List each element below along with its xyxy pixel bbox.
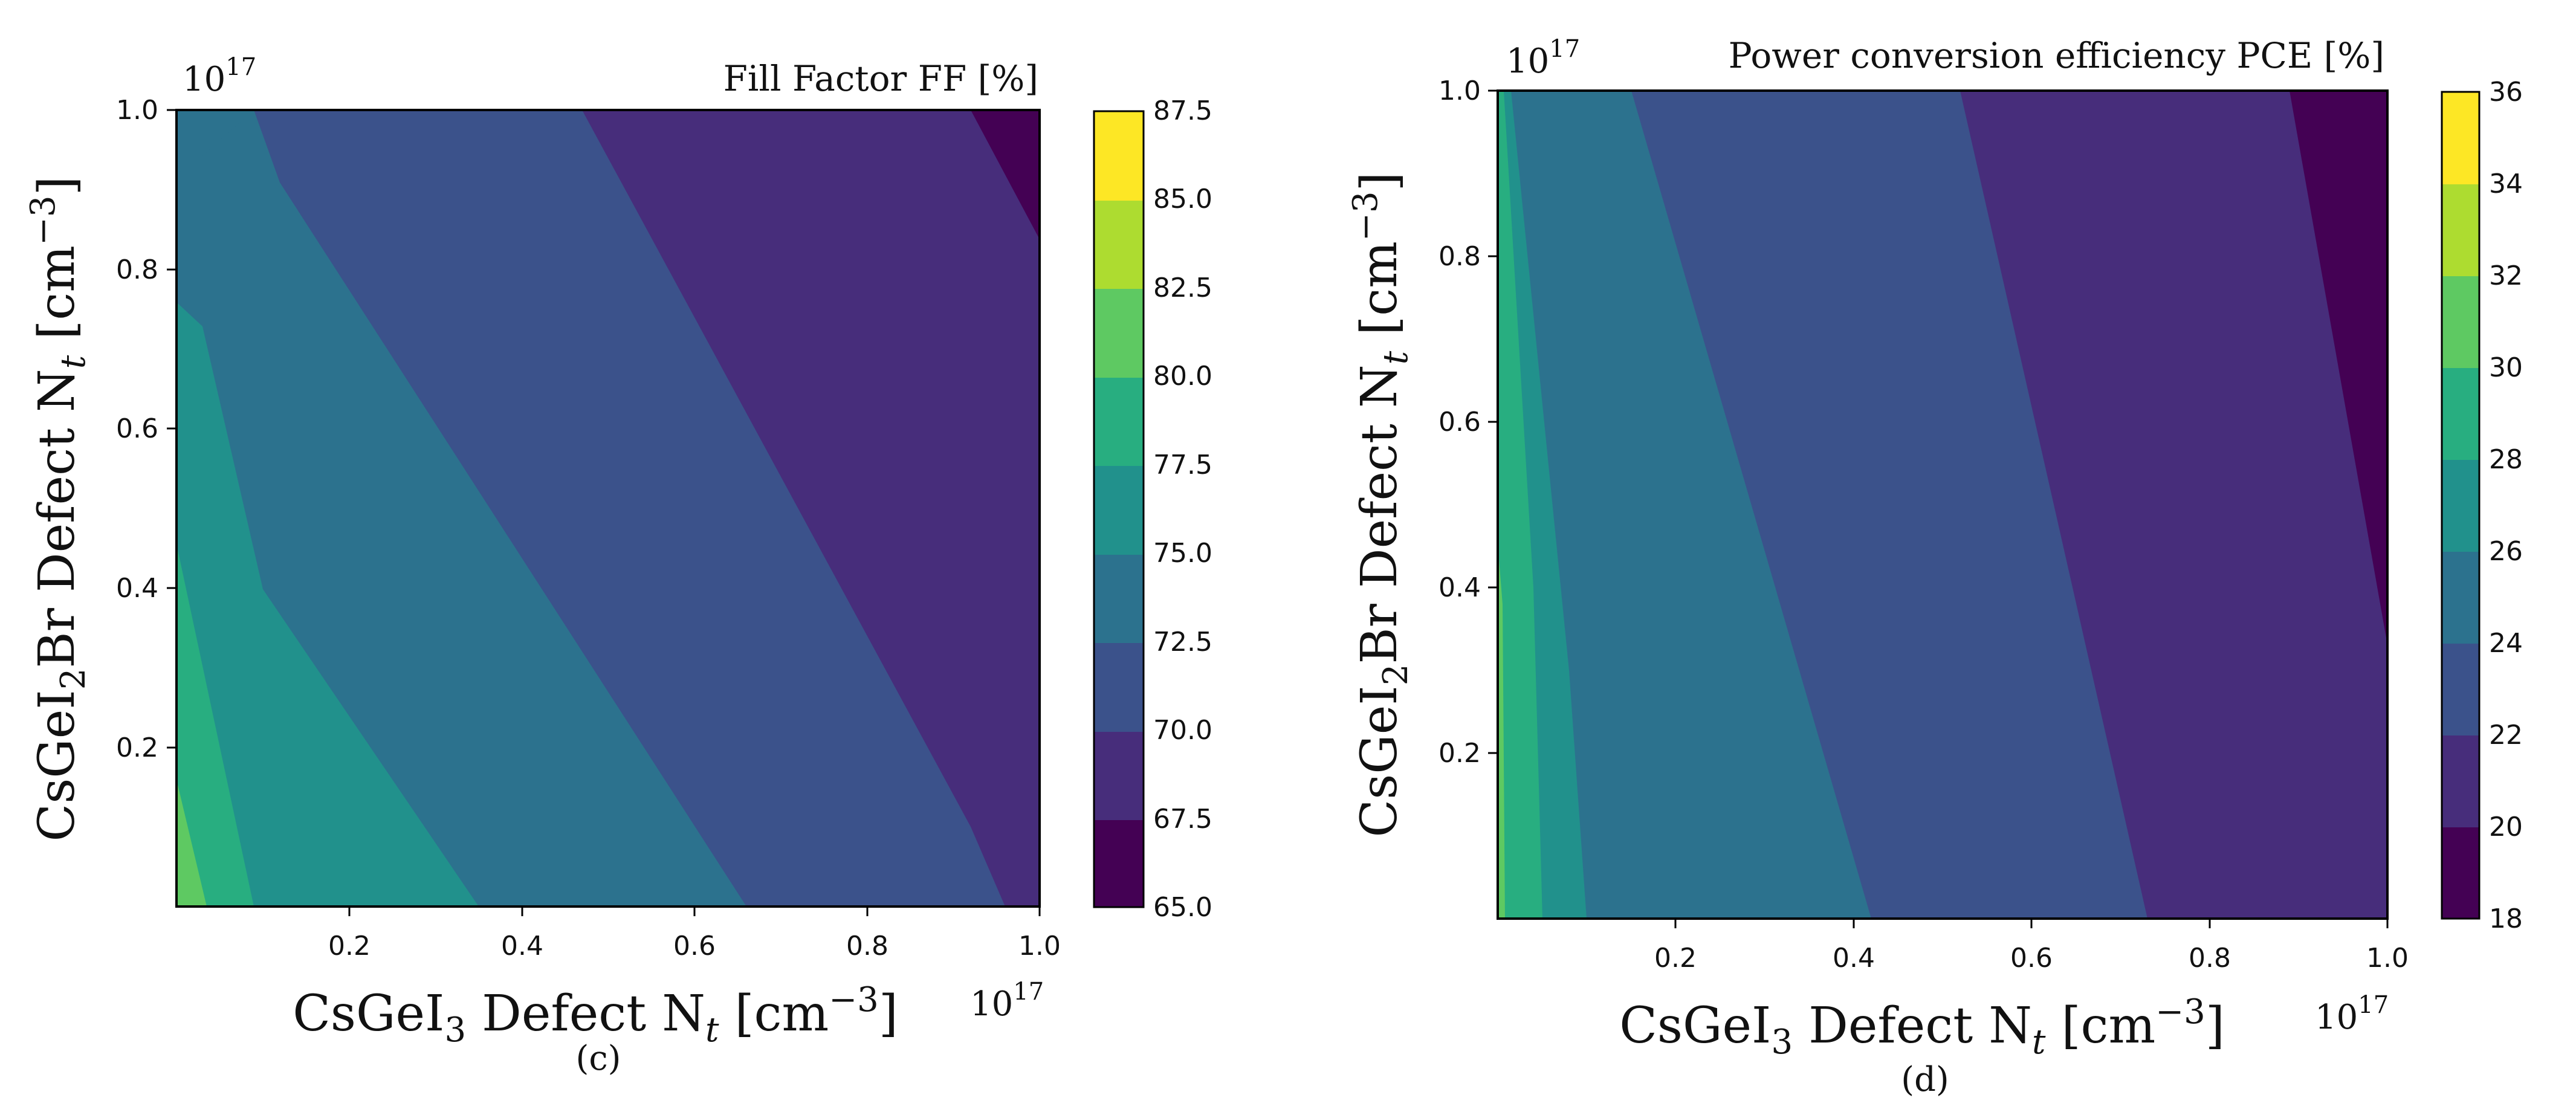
region-c-75 xyxy=(176,302,479,907)
caption-d: (d) xyxy=(1901,1060,1949,1099)
panel-title-d: Power conversion efficiency PCE [%] xyxy=(1729,35,2384,76)
region-c-80 xyxy=(176,780,207,907)
colorbar-segment xyxy=(2442,551,2479,644)
colorbar-tick-label: 30 xyxy=(2489,352,2523,383)
plot-frame-c xyxy=(175,109,1041,908)
colorbar-frame xyxy=(1093,110,1145,908)
caption-c: (c) xyxy=(575,1039,621,1078)
y-tick-label: 0.4 xyxy=(116,573,158,604)
x-tick-label: 0.8 xyxy=(846,931,888,962)
x-tick-label: 0.2 xyxy=(1654,943,1697,974)
colorbar-segment xyxy=(2442,276,2479,368)
colorbar-segment xyxy=(2442,184,2479,276)
y-tick-label: 0.2 xyxy=(1438,738,1481,769)
x-offset-c: 1017 xyxy=(970,978,1044,1024)
x-offset-d: 1017 xyxy=(2315,991,2389,1037)
colorbar-tick-label: 34 xyxy=(2489,169,2523,199)
y-tick-label: 1.0 xyxy=(1438,76,1481,106)
y-offset-d: 1017 xyxy=(1506,35,1580,81)
colorbar-tick-label: 87.5 xyxy=(1153,95,1212,126)
colorbar-tick-label: 32 xyxy=(2489,260,2523,291)
colorbar-segment xyxy=(1094,554,1144,643)
plot-frame-d xyxy=(1497,89,2389,920)
colorbar-segment xyxy=(1094,111,1144,201)
region-c-77 xyxy=(176,544,254,907)
colorbar-tick-label: 26 xyxy=(2489,536,2523,567)
colorbar-tick-label: 18 xyxy=(2489,903,2523,934)
x-tick-label: 0.4 xyxy=(1833,943,1875,974)
colorbar-segment xyxy=(2442,643,2479,735)
colorbar-tick-label: 70.0 xyxy=(1153,715,1212,746)
region-c-72b xyxy=(176,110,254,174)
colorbar-tick-label: 80.0 xyxy=(1153,361,1212,392)
y-tick-label: 0.4 xyxy=(1438,572,1481,603)
colorbar-ticks-c: 65.0 67.5 70.0 72.5 75.0 77.5 80.0 82.5 … xyxy=(1153,95,1212,923)
y-axis-title-d: CsGeI2Br Defect Nt [cm−3] xyxy=(1346,172,1416,837)
panel-c: 0.2 0.4 0.6 0.8 1.0 0.2 0.4 0.6 0.8 1.0 … xyxy=(24,53,1212,1078)
x-axis-d: 0.2 0.4 0.6 0.8 1.0 xyxy=(1654,919,2409,974)
x-tick-label: 0.4 xyxy=(501,931,543,962)
colorbar-segment xyxy=(2442,735,2479,827)
colorbar-segment xyxy=(1094,819,1144,907)
y-tick-label: 1.0 xyxy=(116,95,158,126)
y-axis-d: 0.2 0.4 0.6 0.8 1.0 xyxy=(1438,76,1498,769)
y-axis-c: 0.2 0.4 0.6 0.8 1.0 xyxy=(116,95,176,763)
colorbar-segment xyxy=(2442,367,2479,460)
colorbar-tick-label: 20 xyxy=(2489,812,2523,842)
colorbar-tick-label: 85.0 xyxy=(1153,184,1212,215)
y-tick-label: 0.2 xyxy=(116,732,158,763)
contour-fill-d xyxy=(1498,91,2387,919)
panel-title-c: Fill Factor FF [%] xyxy=(723,58,1038,99)
colorbar-tick-label: 36 xyxy=(2489,77,2523,108)
colorbar-ticks-d: 18 20 22 24 26 28 30 32 34 36 xyxy=(2489,77,2523,934)
colorbar-segment xyxy=(1094,465,1144,555)
colorbar-segment xyxy=(2442,459,2479,552)
x-tick-label: 1.0 xyxy=(2366,943,2409,974)
colorbar-segment xyxy=(1094,731,1144,820)
colorbar-d: 18 20 22 24 26 28 30 32 34 36 xyxy=(2441,77,2523,934)
region-d-24 xyxy=(1498,91,1871,919)
x-axis-title-d: CsGeI3 Defect Nt [cm−3] xyxy=(1619,992,2225,1062)
y-axis-title-c: CsGeI2Br Defect Nt [cm−3] xyxy=(24,176,93,841)
colorbar-tick-label: 22 xyxy=(2489,720,2523,751)
y-tick-label: 0.8 xyxy=(1438,241,1481,272)
colorbar-segment xyxy=(2442,827,2479,919)
colorbar-tick-label: 65.0 xyxy=(1153,892,1212,923)
colorbar-tick-label: 77.5 xyxy=(1153,450,1212,480)
colorbar-segment xyxy=(2442,92,2479,184)
colorbar-tick-label: 67.5 xyxy=(1153,804,1212,835)
colorbar-tick-label: 28 xyxy=(2489,444,2523,475)
y-tick-label: 0.6 xyxy=(116,413,158,444)
contour-fill-c xyxy=(176,110,1040,907)
y-offset-c: 1017 xyxy=(183,53,256,99)
colorbar-tick-label: 75.0 xyxy=(1153,538,1212,569)
colorbar-segment xyxy=(1094,377,1144,466)
y-tick-label: 0.8 xyxy=(116,254,158,285)
x-tick-label: 1.0 xyxy=(1018,931,1061,962)
colorbar-tick-label: 72.5 xyxy=(1153,627,1212,658)
x-axis-title-c: CsGeI3 Defect Nt [cm−3] xyxy=(293,980,898,1050)
y-tick-label: 0.6 xyxy=(1438,407,1481,438)
x-tick-label: 0.2 xyxy=(328,931,371,962)
panel-d: 0.2 0.4 0.6 0.8 1.0 0.2 0.4 0.6 0.8 1.0 … xyxy=(1346,35,2523,1099)
colorbar-c: 65.0 67.5 70.0 72.5 75.0 77.5 80.0 82.5 … xyxy=(1093,95,1212,923)
x-tick-label: 0.8 xyxy=(2189,943,2231,974)
colorbar-segment xyxy=(1094,642,1144,732)
x-tick-label: 0.6 xyxy=(673,931,716,962)
x-axis-c: 0.2 0.4 0.6 0.8 1.0 xyxy=(328,907,1061,962)
x-tick-label: 0.6 xyxy=(2010,943,2053,974)
colorbar-tick-label: 24 xyxy=(2489,628,2523,659)
colorbar-segment xyxy=(1094,200,1144,289)
region-d-30 xyxy=(1498,544,1505,919)
colorbar-segment xyxy=(1094,288,1144,378)
colorbar-tick-label: 82.5 xyxy=(1153,273,1212,303)
colorbar-frame xyxy=(2441,91,2481,920)
region-d-28 xyxy=(1498,91,1542,919)
